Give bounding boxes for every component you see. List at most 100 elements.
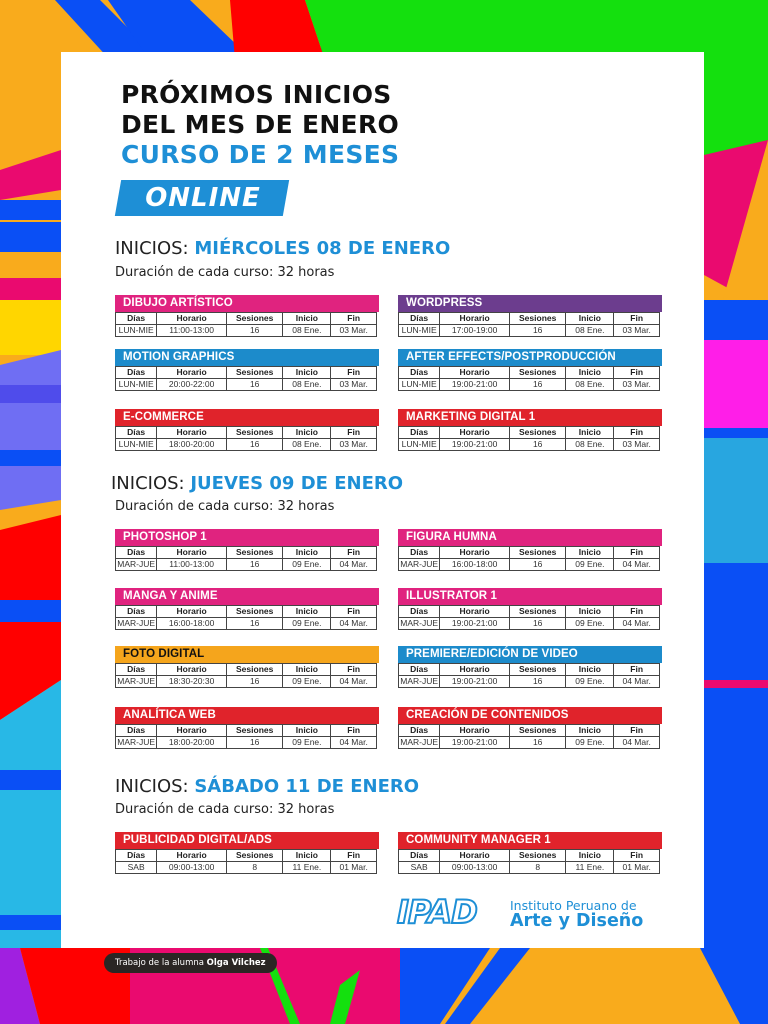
cell-inicio: 08 Ene. <box>565 378 615 391</box>
cell-fin: 04 Mar. <box>613 675 660 688</box>
cell-horario: 18:00-20:00 <box>156 438 227 451</box>
course-card: PUBLICIDAD DIGITAL/ADS Días Horario Sesione… <box>114 832 379 874</box>
column-header: Días <box>397 663 441 676</box>
cell-sesiones: 16 <box>508 378 567 391</box>
table-row: SAB 09:00-13:00 8 11 Ene. 01 Mar. <box>397 861 660 874</box>
column-header: Días <box>397 546 441 559</box>
course-schedule-table: Días Horario Sesiones Inicio Fin LUN-MIE 19:00… <box>397 426 660 451</box>
column-header: Horario <box>156 546 227 559</box>
cell-horario: 16:00-18:00 <box>156 617 227 630</box>
column-header: Horario <box>156 849 227 862</box>
column-header: Horario <box>439 312 510 325</box>
cell-inicio: 08 Ene. <box>282 438 332 451</box>
column-header: Inicio <box>565 426 615 439</box>
column-header: Días <box>397 426 441 439</box>
column-header: Días <box>397 312 441 325</box>
table-row: LUN-MIE 20:00-22:00 16 08 Ene. 03 Mar. <box>114 378 377 391</box>
cell-fin: 03 Mar. <box>330 438 377 451</box>
course-title: WORDPRESS <box>398 295 662 312</box>
column-header: Horario <box>156 366 227 379</box>
column-header: Inicio <box>565 724 615 737</box>
table-row: MAR-JUE 18:30-20:30 16 09 Ene. 04 Mar. <box>114 675 377 688</box>
table-header-row: Días Horario Sesiones Inicio Fin <box>114 605 377 618</box>
column-header: Fin <box>613 605 660 618</box>
cell-fin: 04 Mar. <box>330 675 377 688</box>
cell-dias: LUN-MIE <box>114 438 158 451</box>
column-header: Sesiones <box>508 605 567 618</box>
table-header-row: Días Horario Sesiones Inicio Fin <box>114 849 377 862</box>
column-header: Fin <box>330 849 377 862</box>
table-header-row: Días Horario Sesiones Inicio Fin <box>114 312 377 325</box>
cell-fin: 01 Mar. <box>613 861 660 874</box>
course-schedule-table: Días Horario Sesiones Inicio Fin MAR-JUE 18:00… <box>114 724 377 749</box>
cell-horario: 19:00-21:00 <box>439 438 510 451</box>
cell-horario: 16:00-18:00 <box>439 558 510 571</box>
cell-inicio: 09 Ene. <box>282 736 332 749</box>
section-label: INICIOS: <box>115 238 195 259</box>
column-header: Sesiones <box>225 605 284 618</box>
cell-inicio: 09 Ene. <box>282 558 332 571</box>
table-row: MAR-JUE 18:00-20:00 16 09 Ene. 04 Mar. <box>114 736 377 749</box>
course-title: COMMUNITY MANAGER 1 <box>398 832 662 849</box>
column-header: Días <box>397 366 441 379</box>
column-header: Sesiones <box>225 724 284 737</box>
cell-horario: 11:00-13:00 <box>156 324 227 337</box>
cell-dias: SAB <box>397 861 441 874</box>
column-header: Sesiones <box>225 546 284 559</box>
course-card: FOTO DIGITAL Días Horario Sesiones Inicio Fin… <box>114 646 379 688</box>
cell-fin: 03 Mar. <box>330 378 377 391</box>
cell-dias: SAB <box>114 861 158 874</box>
table-header-row: Días Horario Sesiones Inicio Fin <box>397 724 660 737</box>
page-title: PRÓXIMOS INICIOS DEL MES DE ENERO CURSO … <box>121 80 399 170</box>
cell-inicio: 09 Ene. <box>282 675 332 688</box>
cell-fin: 03 Mar. <box>613 438 660 451</box>
cell-inicio: 09 Ene. <box>565 558 615 571</box>
table-row: MAR-JUE 16:00-18:00 16 09 Ene. 04 Mar. <box>114 617 377 630</box>
column-header: Inicio <box>282 605 332 618</box>
section-duration: Duración de cada curso: 32 horas <box>115 265 335 280</box>
course-card: ILLUSTRATOR 1 Días Horario Sesiones Inicio Fi… <box>397 588 662 630</box>
ipad-logo: IPAD Instituto Peruano de Arte y Diseño <box>396 894 657 932</box>
column-header: Inicio <box>282 849 332 862</box>
table-row: MAR-JUE 19:00-21:00 16 09 Ene. 04 Mar. <box>397 617 660 630</box>
course-title: DIBUJO ARTÍSTICO <box>115 295 379 312</box>
credit-name: Olga Vilchez <box>206 958 266 968</box>
column-header: Horario <box>156 426 227 439</box>
logo-subtitle: Instituto Peruano de <box>510 898 637 913</box>
column-header: Inicio <box>565 663 615 676</box>
table-row: MAR-JUE 11:00-13:00 16 09 Ene. 04 Mar. <box>114 558 377 571</box>
column-header: Días <box>114 546 158 559</box>
table-header-row: Días Horario Sesiones Inicio Fin <box>397 605 660 618</box>
column-header: Inicio <box>565 849 615 862</box>
column-header: Fin <box>613 724 660 737</box>
column-header: Inicio <box>282 724 332 737</box>
section-date: MIÉRCOLES 08 DE ENERO <box>194 238 451 259</box>
cell-inicio: 09 Ene. <box>565 617 615 630</box>
cell-inicio: 08 Ene. <box>282 378 332 391</box>
cell-fin: 04 Mar. <box>330 736 377 749</box>
column-header: Fin <box>613 546 660 559</box>
course-schedule-table: Días Horario Sesiones Inicio Fin LUN-MIE 18:00… <box>114 426 377 451</box>
column-header: Fin <box>330 724 377 737</box>
course-title: ILLUSTRATOR 1 <box>398 588 662 605</box>
course-card: PREMIERE/EDICIÓN DE VIDEO Días Horario Sesi… <box>397 646 662 688</box>
table-row: LUN-MIE 17:00-19:00 16 08 Ene. 03 Mar. <box>397 324 660 337</box>
table-header-row: Días Horario Sesiones Inicio Fin <box>397 663 660 676</box>
cell-horario: 19:00-21:00 <box>439 736 510 749</box>
column-header: Horario <box>439 849 510 862</box>
column-header: Horario <box>156 312 227 325</box>
section-label: INICIOS: <box>115 776 195 797</box>
column-header: Horario <box>439 724 510 737</box>
cell-fin: 04 Mar. <box>613 736 660 749</box>
cell-horario: 11:00-13:00 <box>156 558 227 571</box>
cell-horario: 19:00-21:00 <box>439 378 510 391</box>
table-header-row: Días Horario Sesiones Inicio Fin <box>397 426 660 439</box>
column-header: Horario <box>439 366 510 379</box>
schedule-card: PRÓXIMOS INICIOS DEL MES DE ENERO CURSO … <box>61 52 704 948</box>
column-header: Fin <box>613 849 660 862</box>
title-line-1: PRÓXIMOS INICIOS <box>121 80 392 109</box>
column-header: Horario <box>439 663 510 676</box>
cell-fin: 04 Mar. <box>330 617 377 630</box>
course-schedule-table: Días Horario Sesiones Inicio Fin SAB 09:00-13:… <box>114 849 377 874</box>
cell-horario: 19:00-21:00 <box>439 617 510 630</box>
